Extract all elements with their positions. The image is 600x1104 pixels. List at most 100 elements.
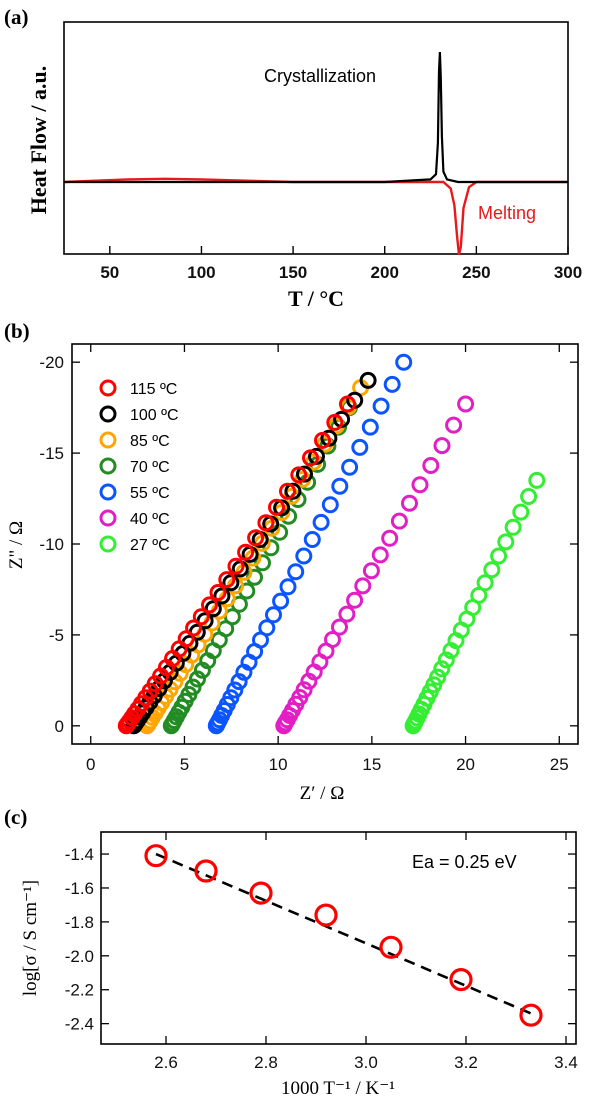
nyquist-point	[437, 651, 455, 669]
panel-b-x-tick-label: 10	[269, 755, 288, 774]
panel-b-x-tick-label: 20	[456, 755, 475, 774]
panel-b-points	[117, 353, 546, 735]
melting-curve	[63, 177, 568, 256]
nyquist-point	[237, 543, 255, 561]
nyquist-point	[395, 353, 413, 371]
conductivity-point	[249, 881, 273, 905]
panel-a: (a) 50 100 150 200 250 300 Crystallization Me…	[4, 5, 582, 311]
nyquist-point	[272, 592, 290, 610]
nyquist-point	[338, 605, 356, 623]
panel-b-y-axis-title: Z" / Ω	[6, 521, 27, 569]
nyquist-point	[528, 471, 546, 489]
panel-a-x-tick-label: 50	[100, 263, 119, 282]
nyquist-point	[314, 431, 331, 449]
nyquist-point	[346, 591, 364, 609]
panel-b-x-tick-label: 25	[550, 755, 569, 774]
legend-marker	[99, 405, 117, 423]
nyquist-point	[457, 395, 475, 413]
nyquist-point	[258, 619, 276, 637]
nyquist-point	[226, 681, 244, 699]
nyquist-point	[204, 600, 222, 618]
linear-fit-line	[155, 852, 532, 1015]
nyquist-point	[433, 437, 451, 455]
nyquist-point	[381, 529, 399, 547]
nyquist-point	[185, 619, 203, 637]
panel-b-x-tick-label: 15	[362, 755, 381, 774]
nyquist-point	[218, 571, 236, 589]
panel-c-y-axis-title: log[σ / S cm⁻¹]	[20, 880, 41, 996]
activation-energy-label: Ea = 0.25 eV	[412, 852, 517, 872]
nyquist-point	[362, 562, 380, 580]
nyquist-point	[372, 397, 390, 415]
nyquist-point	[351, 438, 369, 456]
panel-b: (b) 0 5 10 15 20 25 0 -5 -10 -15 -20 115 ºC 100 ºC 8…	[4, 319, 579, 804]
legend-label: 27 ºC	[130, 537, 170, 554]
nyquist-point	[189, 670, 206, 688]
nyquist-point	[227, 557, 245, 575]
legend-marker	[99, 509, 117, 527]
nyquist-point	[445, 416, 463, 434]
nyquist-point	[359, 371, 377, 389]
panel-b-x-tick-label: 5	[180, 755, 189, 774]
crystallization-label: Crystallization	[264, 66, 376, 86]
crystallization-curve	[64, 51, 568, 184]
panel-a-y-axis-title: Heat Flow / a.u.	[26, 66, 51, 215]
nyquist-point	[433, 660, 451, 678]
nyquist-point	[390, 512, 408, 530]
legend-label: 85 ºC	[130, 433, 170, 450]
nyquist-point	[295, 681, 313, 699]
panel-c-plot-frame	[100, 831, 577, 1045]
panel-a-x-tick-label: 200	[371, 263, 399, 282]
nyquist-point	[268, 498, 285, 516]
nyquist-point	[383, 375, 401, 393]
nyquist-point	[213, 587, 231, 605]
panel-b-y-tick-label: -20	[39, 353, 64, 372]
nyquist-point	[303, 531, 321, 548]
nyquist-point	[209, 584, 227, 601]
nyquist-point	[326, 413, 344, 431]
nyquist-point	[429, 668, 447, 686]
nyquist-point	[302, 449, 319, 467]
panel-c-x-axis-title: 1000 T⁻¹ / K⁻¹	[281, 1078, 395, 1099]
panel-a-plot-frame	[63, 21, 569, 255]
panel-b-legend: 115 ºC 100 ºC 85 ºC 70 ºC 55 ºC 40 ºC 27 ºC	[99, 379, 179, 554]
nyquist-point	[324, 631, 341, 648]
nyquist-point	[371, 546, 389, 564]
legend-label: 70 ºC	[130, 459, 170, 476]
panel-c-x-tick-label: 2.8	[254, 1053, 278, 1072]
melting-label: Melting	[478, 203, 536, 223]
legend-marker	[99, 535, 117, 553]
nyquist-point	[512, 503, 530, 521]
panel-c-y-tick-label: -2.4	[65, 1015, 94, 1034]
nyquist-point	[339, 395, 356, 413]
panel-a-label: (a)	[4, 5, 29, 29]
nyquist-point	[504, 518, 522, 536]
legend-label: 55 ºC	[130, 485, 170, 502]
nyquist-point	[331, 477, 349, 495]
panel-b-x-tick-label: 0	[86, 755, 95, 774]
conductivity-point	[144, 844, 168, 868]
nyquist-point	[497, 533, 515, 551]
legend-marker	[99, 431, 117, 449]
panel-a-x-tick-label: 150	[279, 263, 307, 282]
panel-c-points	[144, 844, 543, 1027]
panel-b-x-axis-title: Z′ / Ω	[300, 783, 345, 804]
nyquist-point	[265, 606, 282, 624]
conductivity-point	[449, 967, 473, 992]
nyquist-point	[331, 618, 348, 636]
panel-b-y-tick-label: -10	[39, 535, 64, 554]
nyquist-point	[192, 608, 210, 626]
nyquist-point	[254, 554, 271, 572]
nyquist-point	[279, 482, 296, 500]
nyquist-point	[287, 563, 305, 581]
panel-c-y-tick-label: -2.2	[65, 981, 94, 1000]
panel-c-y-tick-label: -1.6	[65, 879, 94, 898]
nyquist-point	[284, 482, 302, 500]
panel-a-x-ticks: 50 100 150 200 250 300	[100, 246, 582, 282]
legend-label: 100 ºC	[130, 407, 179, 424]
panel-c-y-tick-label: -1.8	[65, 913, 94, 932]
panel-c-x-tick-label: 3.0	[354, 1053, 378, 1072]
nyquist-point	[279, 578, 297, 596]
panel-a-x-axis-title: T / °C	[288, 286, 344, 311]
